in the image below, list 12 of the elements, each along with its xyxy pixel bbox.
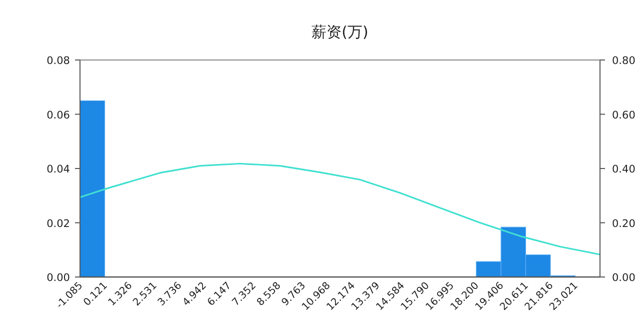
y2-tick-label: 0.80 <box>612 55 636 67</box>
y2-tick-label: 0.40 <box>612 164 636 176</box>
y-tick-label: 0.06 <box>46 109 70 122</box>
y2-tick-label: 0.00 <box>612 272 636 284</box>
y-tick-label: 0.04 <box>46 164 70 176</box>
y-tick-label: 0.08 <box>46 55 70 67</box>
y2-tick-label: 0.60 <box>612 109 636 122</box>
y2-tick-label: 0.20 <box>612 218 636 230</box>
line-series <box>79 162 601 256</box>
y-tick-label: 0.02 <box>46 218 70 230</box>
y-tick-label: 0.00 <box>46 272 70 284</box>
chart-title: 薪资(万) <box>312 23 368 41</box>
